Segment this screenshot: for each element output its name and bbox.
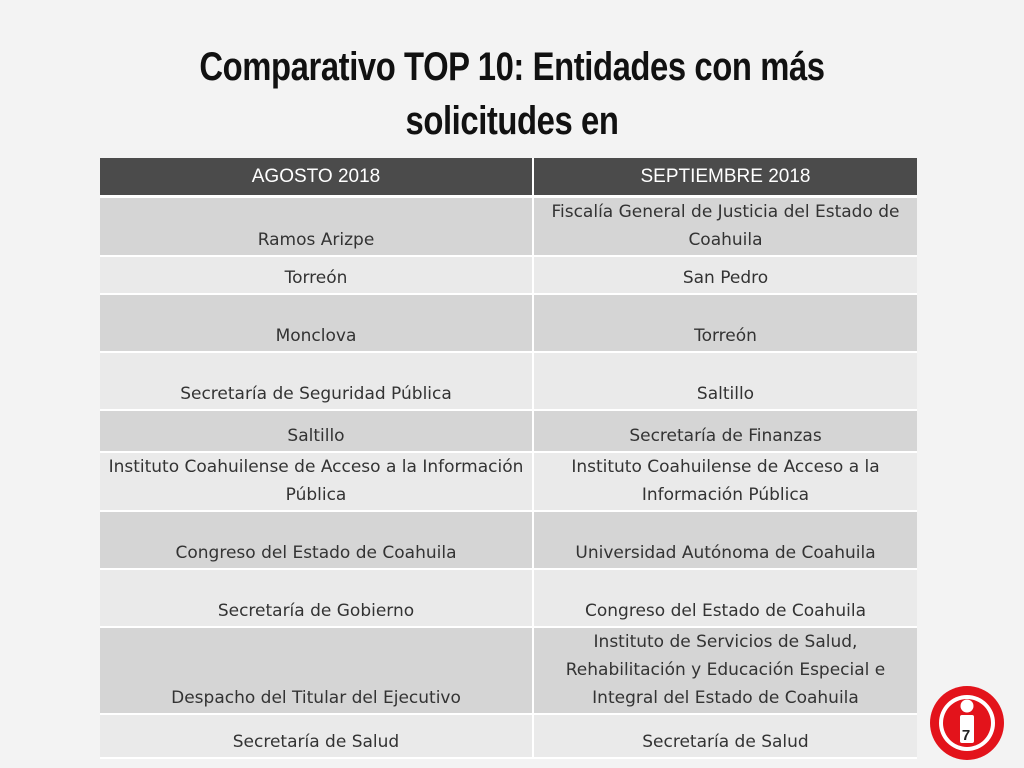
- table-row: Instituto Coahuilense de Acceso a la Inf…: [100, 452, 917, 512]
- table-cell-september: Secretaría de Salud: [533, 714, 917, 759]
- table-cell-august: Congreso del Estado de Coahuila: [100, 511, 534, 570]
- table-row: Torreón San Pedro: [100, 256, 917, 295]
- table-cell-august: Secretaría de Seguridad Pública: [100, 352, 534, 411]
- table-cell-august: Torreón: [100, 256, 534, 295]
- table-cell-september: Fiscalía General de Justicia del Estado …: [533, 196, 917, 257]
- table-row: Monclova Torreón: [100, 294, 917, 353]
- table-cell-september: Congreso del Estado de Coahuila: [533, 569, 917, 628]
- table-cell-september: Saltillo: [533, 352, 917, 411]
- info-person-icon: 7: [930, 686, 1004, 760]
- table-header-row: AGOSTO 2018 SEPTIEMBRE 2018: [100, 158, 917, 198]
- table-cell-september: San Pedro: [533, 256, 917, 295]
- table-cell-august: Instituto Coahuilense de Acceso a la Inf…: [100, 452, 534, 512]
- table-row: Despacho del Titular del Ejecutivo Insti…: [100, 627, 917, 715]
- table-row: Secretaría de Seguridad Pública Saltillo: [100, 352, 917, 411]
- table-cell-september: Torreón: [533, 294, 917, 353]
- table-cell-august: Saltillo: [100, 410, 534, 453]
- table-cell-september: Universidad Autónoma de Coahuila: [533, 511, 917, 570]
- table-cell-august: Despacho del Titular del Ejecutivo: [100, 627, 534, 715]
- table-cell-september: Secretaría de Finanzas: [533, 410, 917, 453]
- table-cell-september: Instituto Coahuilense de Acceso a la Inf…: [533, 452, 917, 512]
- page-number: 7: [962, 727, 970, 744]
- column-header-august: AGOSTO 2018: [100, 158, 534, 198]
- slide-title-line-1: Comparativo TOP 10: Entidades con más so…: [199, 45, 825, 143]
- table-row: Secretaría de Salud Secretaría de Salud: [100, 714, 917, 759]
- table-cell-september: Instituto de Servicios de Salud, Rehabil…: [533, 627, 917, 715]
- table-cell-august: Secretaría de Gobierno: [100, 569, 534, 628]
- table-cell-august: Monclova: [100, 294, 534, 353]
- table-row: Secretaría de Gobierno Congreso del Esta…: [100, 569, 917, 628]
- table-cell-august: Ramos Arizpe: [100, 196, 534, 257]
- comparison-table: AGOSTO 2018 SEPTIEMBRE 2018 Ramos Arizpe…: [100, 158, 917, 759]
- table-row: Saltillo Secretaría de Finanzas: [100, 410, 917, 453]
- table-cell-august: Secretaría de Salud: [100, 714, 534, 759]
- table-row: Congreso del Estado de Coahuila Universi…: [100, 511, 917, 570]
- table-row: Ramos Arizpe Fiscalía General de Justici…: [100, 196, 917, 257]
- column-header-september: SEPTIEMBRE 2018: [533, 158, 917, 198]
- institution-logo: 7: [928, 684, 1006, 762]
